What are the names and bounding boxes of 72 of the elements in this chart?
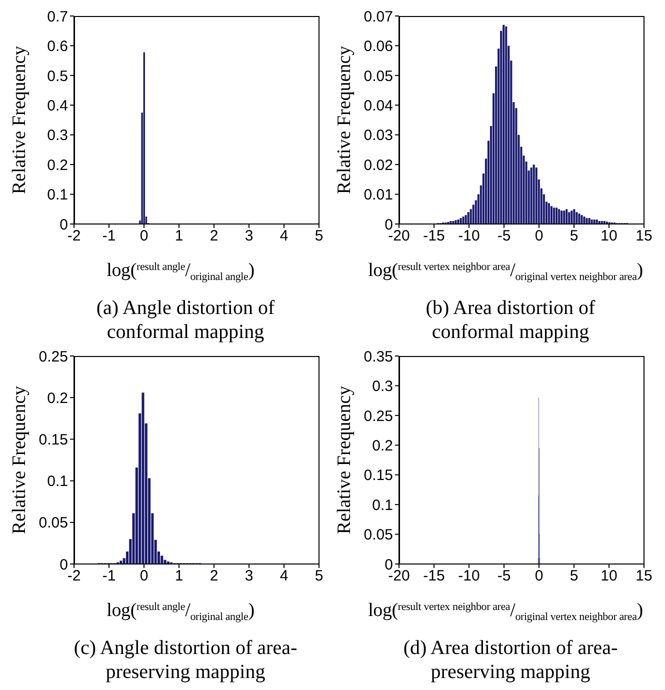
- y-tick-label: 0.35: [364, 348, 393, 366]
- x-tick-label: 15: [636, 568, 652, 585]
- x-tick-label: 10: [600, 228, 618, 245]
- y-tick-label: 0.15: [38, 432, 68, 449]
- y-axis-title: Relative Frequency: [9, 45, 30, 194]
- x-tick-label: -1: [102, 568, 116, 585]
- y-tick-label: 0: [60, 216, 68, 234]
- x-tick-label: 0: [534, 568, 544, 585]
- x-tick-label: 0: [140, 568, 148, 585]
- y-axis-title: Relative Frequency: [334, 385, 355, 534]
- y-tick-label: 0.25: [38, 348, 68, 366]
- y-tick-label: 0.7: [47, 8, 68, 26]
- y-tick-label: 0.5: [47, 68, 68, 85]
- x-tick-label: 2: [210, 568, 218, 585]
- y-tick-label: 0.4: [47, 97, 68, 114]
- x-tick-label: 3: [244, 568, 254, 585]
- y-tick-label: 0.1: [47, 473, 68, 490]
- x-tick-label: 4: [280, 568, 288, 585]
- y-tick-label: 0.04: [364, 97, 393, 114]
- y-tick-label: 0.05: [38, 514, 68, 532]
- y-tick-label: 0.01: [364, 186, 393, 204]
- y-tick-label: 0.3: [372, 378, 393, 396]
- x-tick-label: 10: [600, 568, 618, 585]
- x-tick-label: -15: [423, 228, 445, 245]
- y-tick-label: 0.05: [364, 526, 393, 544]
- y-axis-title: Relative Frequency: [9, 385, 30, 534]
- y-tick-label: 0.6: [47, 38, 68, 56]
- y-tick-label: 0.1: [372, 496, 393, 514]
- y-tick-label: 0.2: [47, 390, 68, 407]
- x-tick-label: -2: [67, 568, 81, 585]
- x-tick-label: -5: [497, 228, 511, 245]
- x-tick-label: -15: [423, 568, 445, 585]
- y-tick-label: 0.06: [364, 38, 393, 56]
- x-tick-label: 1: [174, 568, 184, 585]
- x-tick-label: 2: [210, 228, 218, 245]
- x-axis-title: log($^{result angle}$/$_{original angle}$): [106, 259, 256, 285]
- x-tick-label: 5: [570, 568, 578, 585]
- x-tick-label: 4: [280, 228, 288, 245]
- y-tick-label: 0.25: [364, 408, 393, 425]
- y-tick-label: 0.05: [364, 68, 393, 85]
- y-tick-label: 0.2: [372, 437, 393, 454]
- x-axis-title: log($^{result vertex neighbor area}$/$_{original vertex neighbor area}$): [367, 599, 644, 625]
- x-tick-label: 1: [174, 228, 184, 245]
- y-tick-label: 0.1: [47, 186, 68, 204]
- text: (b) Area distortion of conformal mapping: [424, 296, 596, 344]
- x-axis-title: log($^{result angle}$/$_{original angle}$): [106, 599, 256, 625]
- text: (c) Angle distortion of area-preserving mapping: [72, 636, 298, 684]
- y-tick-label: 0.07: [364, 8, 393, 26]
- y-axis-title: Relative Frequency: [334, 45, 355, 194]
- x-tick-label: 5: [314, 568, 324, 585]
- x-tick-label: 15: [636, 228, 652, 245]
- x-tick-label: -1: [102, 228, 116, 245]
- x-tick-label: -10: [458, 228, 480, 245]
- x-tick-label: 5: [570, 228, 578, 245]
- x-tick-label: 3: [244, 228, 254, 245]
- x-tick-label: -10: [458, 568, 480, 585]
- y-tick-label: 0: [384, 216, 393, 234]
- x-tick-label: -2: [67, 228, 81, 245]
- y-tick-label: 0: [60, 556, 68, 574]
- y-tick-label: 0.15: [364, 467, 393, 484]
- x-axis-title: log($^{result vertex neighbor area}$/$_{original vertex neighbor area}$): [367, 259, 644, 285]
- text: (a) Angle distortion of conformal mapping: [95, 296, 276, 344]
- x-tick-label: 0: [140, 228, 148, 245]
- y-tick-label: 0: [384, 556, 393, 574]
- x-tick-label: -5: [497, 568, 511, 585]
- x-tick-label: 5: [314, 228, 324, 245]
- y-tick-label: 0.02: [364, 156, 393, 174]
- text: (d) Area distortion of area-preserving mapping: [402, 636, 619, 684]
- y-tick-label: 0.03: [364, 127, 393, 144]
- y-tick-label: 0.3: [47, 127, 68, 144]
- y-tick-label: 0.2: [47, 156, 68, 174]
- x-tick-label: 0: [534, 228, 544, 245]
